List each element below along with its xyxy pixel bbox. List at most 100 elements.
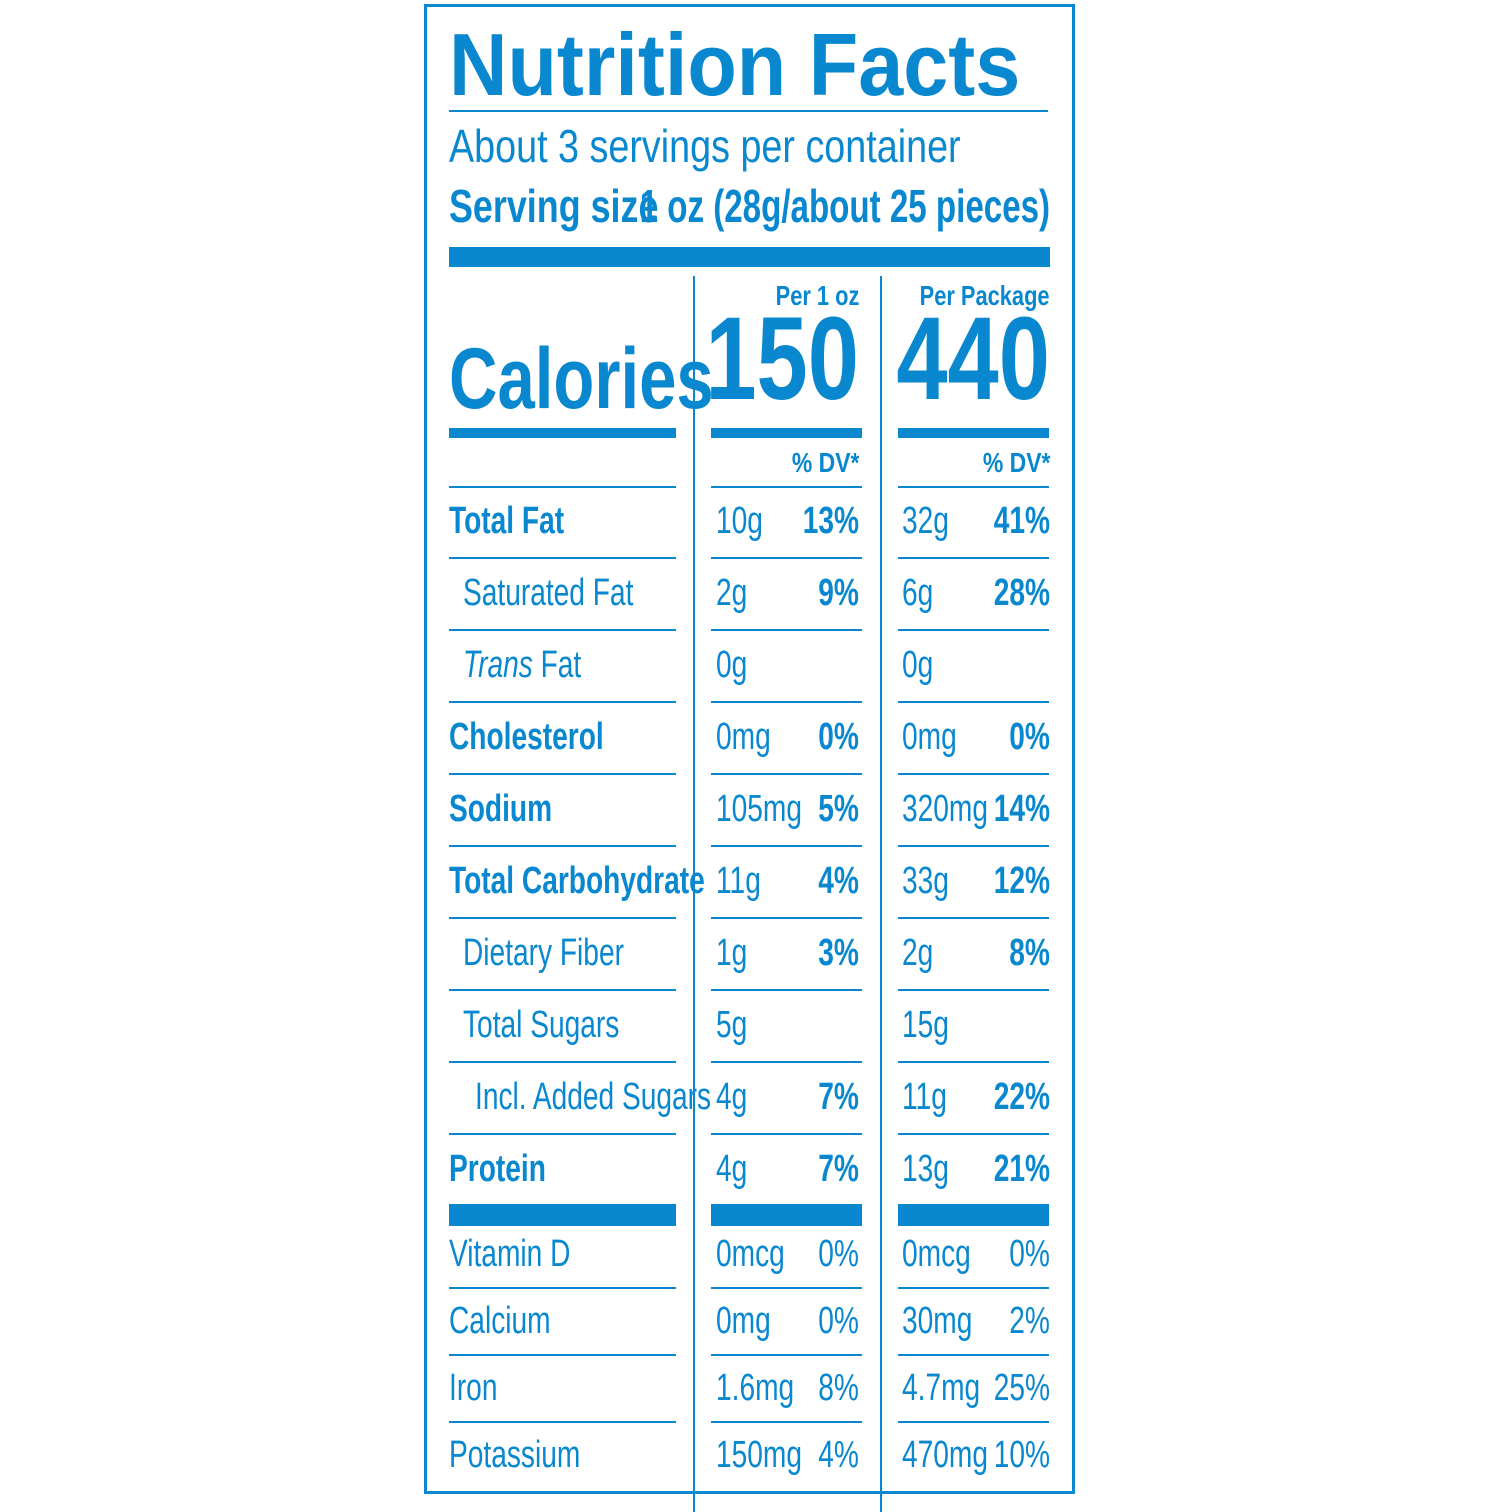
vitamin-row-rule-3 — [898, 1287, 1049, 1289]
nutrient-label: Protein — [449, 1148, 580, 1191]
col1-amount: 10g — [716, 500, 763, 542]
col2-percent: 12% — [993, 860, 1050, 902]
col1-amount: 0mcg — [716, 1233, 785, 1275]
nutrient-row-rule-1 — [449, 989, 676, 991]
nutrient-label-text: Total Sugars — [463, 1004, 620, 1046]
nutrient-row-rule-3 — [898, 1061, 1049, 1063]
vitamin-row-rule-1 — [449, 1354, 676, 1356]
nutrient-row-rule-1 — [449, 845, 676, 847]
col2-calories-value: 440 — [896, 293, 1050, 425]
vitamin-thick-bar-2 — [711, 1204, 862, 1226]
serving-size-value: 1 oz (28g/about 25 pieces) — [639, 180, 1050, 232]
col1-percent: 7% — [818, 1148, 859, 1190]
col2-amount: 33g — [902, 860, 949, 902]
nutrient-row-rule-3 — [898, 773, 1049, 775]
col2-percent: 28% — [993, 572, 1050, 614]
col2-percent: 14% — [993, 788, 1050, 830]
col1-percent: 5% — [818, 788, 859, 830]
col2-amount: 2g — [902, 932, 934, 974]
nutrient-row-rule-1 — [449, 917, 676, 919]
nutrient-row-rule-3 — [898, 1133, 1049, 1135]
nutrient-label-text: Protein — [449, 1148, 546, 1190]
vitamin-row-rule-1 — [449, 1287, 676, 1289]
servings-per-container: About 3 servings per container — [449, 120, 961, 172]
nutrient-label-text: Dietary Fiber — [463, 932, 624, 974]
col2-amount: 32g — [902, 500, 949, 542]
col1-percent: 0% — [818, 1300, 859, 1342]
nutrient-label: Cholesterol — [449, 716, 658, 759]
nutrient-label: Total Fat — [449, 500, 605, 543]
col1-amount: 4g — [716, 1148, 748, 1190]
nutrient-row-rule-3 — [898, 701, 1049, 703]
nutrient-row-rule-3 — [898, 845, 1049, 847]
col1-header: Per 1 oz — [775, 280, 859, 311]
nutrient-row-rule-2 — [711, 1061, 862, 1063]
col2-percent: 21% — [993, 1148, 1050, 1190]
col1-amount: 5g — [716, 1004, 748, 1046]
title-rule — [449, 110, 1048, 112]
nutrient-row-rule-2 — [711, 629, 862, 631]
vitamin-label: Potassium — [449, 1434, 581, 1476]
label-frame — [424, 4, 1075, 1494]
calories-bar-label — [449, 428, 676, 438]
col2-amount: 320mg — [902, 788, 988, 830]
col1-percent: 0% — [818, 1233, 859, 1275]
col2-percent: 25% — [993, 1367, 1050, 1409]
vitamin-thick-bar-3 — [898, 1204, 1049, 1226]
serving-size-label: Serving size — [449, 180, 659, 232]
nutrient-label: Dietary Fiber — [463, 932, 681, 975]
nutrient-label-text: Fat — [532, 644, 582, 686]
col1-dv-header: % DV* — [791, 447, 859, 478]
col2-amount: 11g — [902, 1076, 947, 1118]
col2-amount: 0g — [902, 644, 934, 686]
col2-header: Per Package — [920, 280, 1050, 311]
nutrient-label: Total Carbohydrate — [449, 860, 795, 903]
col2-percent: 8% — [1009, 932, 1050, 974]
label-title: Nutrition Facts — [449, 15, 1021, 114]
nutrient-row-rule-2 — [711, 989, 862, 991]
col2-amount: 4.7mg — [902, 1367, 981, 1409]
col1-percent: 4% — [818, 1434, 859, 1476]
col2-dv-header: % DV* — [982, 447, 1050, 478]
nutrient-label: Saturated Fat — [463, 572, 693, 615]
vitamin-row-rule-2 — [711, 1354, 862, 1356]
nutrient-row-rule-1 — [449, 1061, 676, 1063]
nutrient-row-rule-1 — [449, 557, 676, 559]
nutrient-label: Sodium — [449, 788, 588, 831]
col2-percent: 10% — [993, 1434, 1050, 1476]
col1-amount: 0mg — [716, 1300, 771, 1342]
vitamin-thick-bar-1 — [449, 1204, 676, 1226]
col2-percent: 22% — [993, 1076, 1050, 1118]
nutrient-label-italic: Trans — [463, 644, 533, 686]
col1-amount: 150mg — [716, 1434, 802, 1476]
nutrient-label: Trans Fat — [463, 644, 623, 687]
vitamin-row-rule-1 — [449, 1421, 676, 1423]
col2-percent: 41% — [993, 500, 1050, 542]
nutrient-row-rule-2 — [711, 845, 862, 847]
nutrient-row-rule-1 — [449, 773, 676, 775]
col2-percent: 2% — [1009, 1300, 1050, 1342]
col2-amount: 13g — [902, 1148, 949, 1190]
col1-percent: 9% — [818, 572, 859, 614]
col1-amount: 4g — [716, 1076, 748, 1118]
nutrient-row-rule-2 — [711, 773, 862, 775]
calories-bar-col2 — [898, 428, 1049, 438]
calories-bar-col1 — [711, 428, 862, 438]
col2-amount: 0mcg — [902, 1233, 971, 1275]
col1-amount: 11g — [716, 860, 761, 902]
col1-percent: 7% — [818, 1076, 859, 1118]
vitamin-row-rule-2 — [711, 1287, 862, 1289]
column-divider-1 — [693, 276, 695, 1512]
dv-header-rule-3 — [898, 486, 1049, 488]
nutrient-row-rule-1 — [449, 1133, 676, 1135]
nutrient-label-text: Sodium — [449, 788, 553, 830]
nutrient-label: Total Sugars — [463, 1004, 674, 1047]
vitamin-row-rule-2 — [711, 1421, 862, 1423]
nutrient-row-rule-2 — [711, 701, 862, 703]
nutrient-row-rule-1 — [449, 629, 676, 631]
column-divider-2 — [880, 276, 882, 1512]
col1-amount: 1g — [716, 932, 748, 974]
col1-amount: 2g — [716, 572, 748, 614]
nutrient-row-rule-2 — [711, 917, 862, 919]
col1-amount: 0mg — [716, 716, 771, 758]
